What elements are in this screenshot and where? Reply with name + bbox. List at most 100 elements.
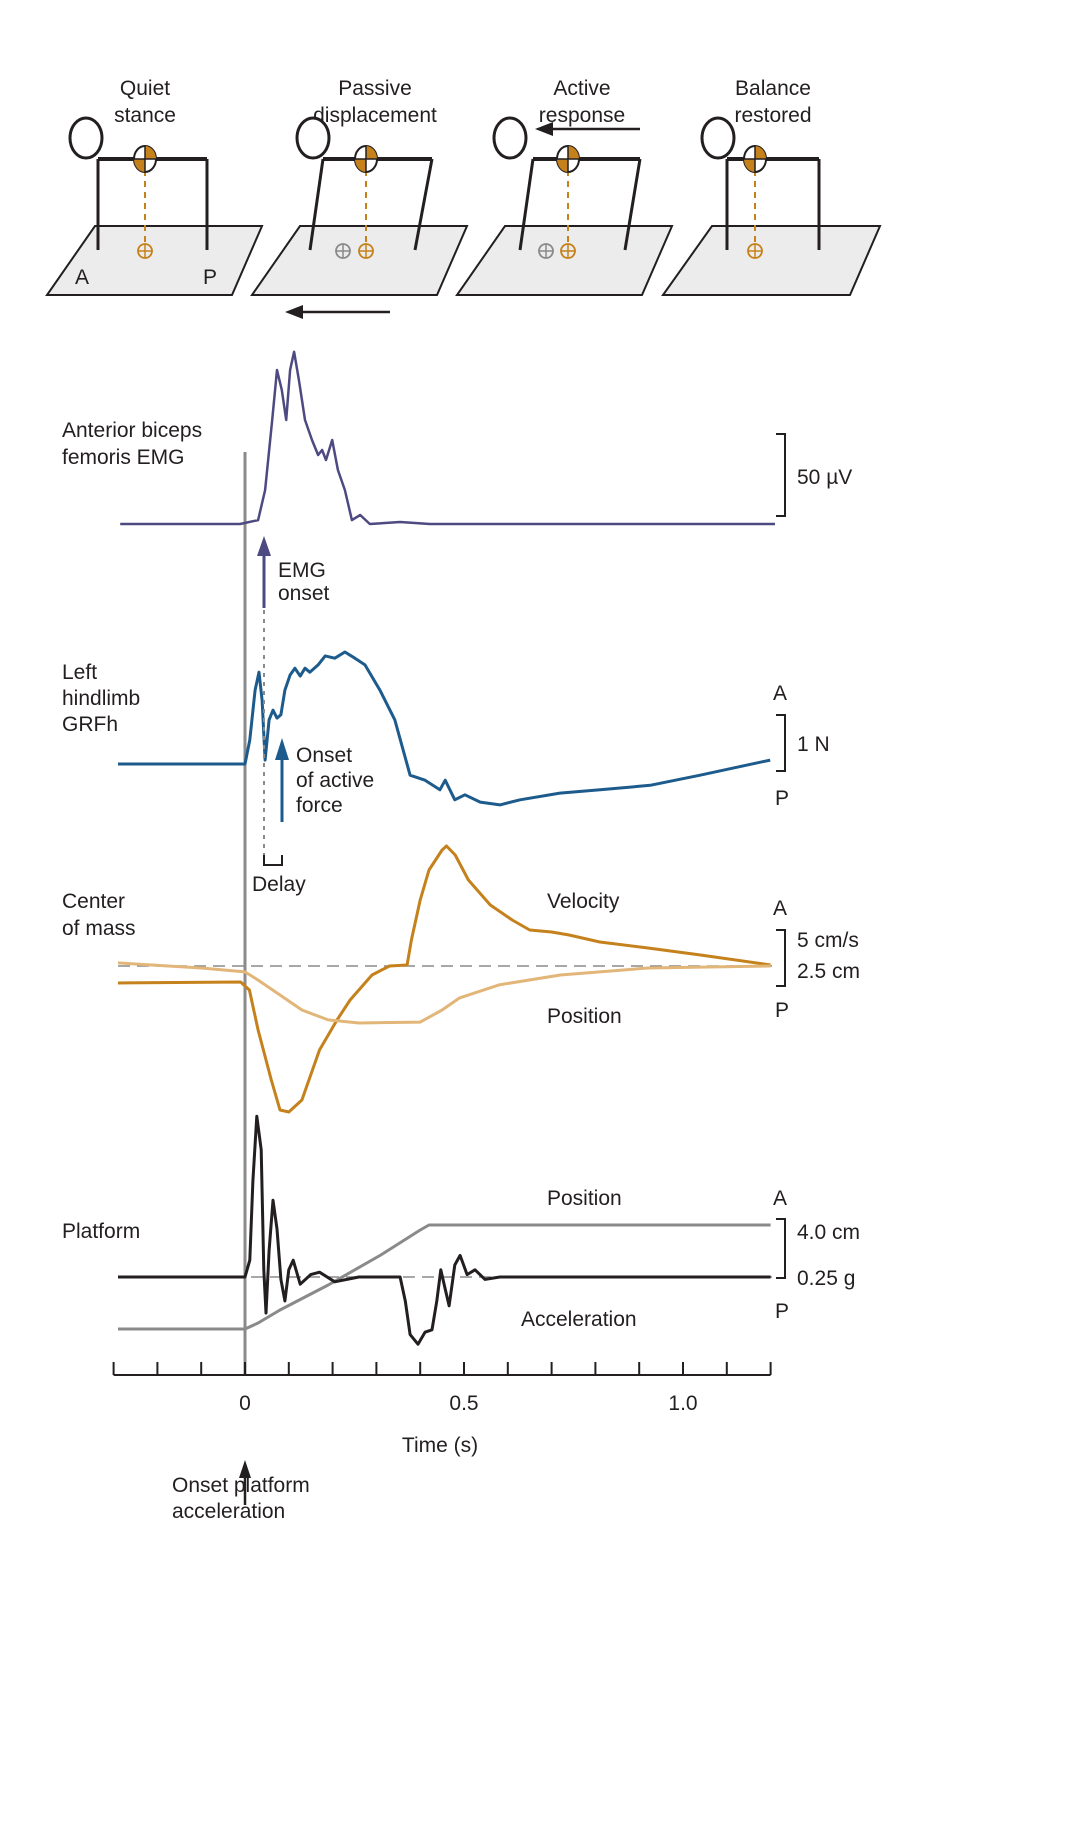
leg-line	[623, 158, 642, 251]
stick-figure	[250, 116, 469, 319]
trace-grf	[118, 650, 771, 807]
anterior-marker: A	[773, 1187, 787, 1210]
anterior-label: A	[75, 266, 89, 289]
stick-figure	[455, 116, 674, 296]
row-label-platform: Platform	[62, 1220, 140, 1243]
row-label-grf: Left	[62, 661, 97, 684]
platform-onset-label: Onset platform	[172, 1474, 310, 1497]
com-quadrant	[755, 146, 766, 159]
com-projection-icon	[137, 243, 153, 259]
trace-platform-acceleration	[118, 1114, 771, 1346]
com-projection-icon	[747, 243, 763, 259]
head-circle	[295, 116, 331, 160]
active-force-label: of active	[296, 769, 374, 792]
head-circle	[492, 116, 528, 160]
stage-title: Quiet	[120, 77, 170, 100]
trace-com-velocity	[117, 844, 771, 1114]
com-quadrant	[744, 159, 755, 172]
com-quadrant	[568, 146, 579, 159]
emg-onset-arrow	[257, 536, 271, 608]
posterior-marker: P	[775, 787, 789, 810]
scale-bars	[776, 433, 786, 1279]
traces	[117, 350, 775, 1346]
row-label-grf: hindlimb	[62, 687, 140, 710]
platform-onset-label: acceleration	[172, 1500, 285, 1523]
active-force-label: Onset	[296, 744, 352, 767]
leg-line	[413, 158, 434, 251]
time-axis: 0 0.5 1.0	[112, 1362, 772, 1415]
head-circle	[68, 116, 104, 160]
com-projection-icon	[358, 243, 374, 259]
com-quadrant	[557, 159, 568, 172]
posterior-label: P	[203, 266, 217, 289]
scale-label-platform-acceleration: 0.25 g	[797, 1267, 855, 1290]
platform-surface	[661, 225, 882, 296]
center-of-mass-icon	[556, 145, 580, 173]
stick-figure	[661, 116, 882, 296]
leg-line	[308, 158, 325, 251]
arrow-left-icon	[285, 305, 303, 319]
row-label-com: of mass	[62, 917, 136, 940]
scale-label-platform-position: 4.0 cm	[797, 1221, 860, 1244]
center-of-mass-icon	[743, 145, 767, 173]
com-quadrant	[366, 146, 377, 159]
active-force-label: force	[296, 794, 343, 817]
active-force-arrow	[275, 738, 289, 822]
scale-bar-com	[776, 929, 786, 987]
scale-bar-emg	[776, 433, 786, 517]
trace-emg	[120, 350, 775, 526]
stick-figure-diagrams	[45, 116, 882, 319]
platform-surface	[250, 225, 469, 296]
head-circle	[700, 116, 736, 160]
trace-label-platform-acceleration: Acceleration	[521, 1308, 637, 1331]
row-label-grf: GRFh	[62, 713, 118, 736]
initial-com-projection-icon	[335, 243, 351, 259]
stage-title: restored	[734, 104, 811, 127]
stage-title: stance	[114, 104, 176, 127]
marker-cross	[359, 244, 373, 258]
marker-cross	[336, 244, 350, 258]
center-of-mass-icon	[133, 145, 157, 173]
arrow-left-icon	[535, 122, 553, 136]
marker-cross	[561, 244, 575, 258]
stage-titles: Quiet stance Passive displacement Active…	[114, 77, 811, 127]
com-quadrant	[134, 159, 145, 172]
row-label-emg: femoris EMG	[62, 446, 185, 469]
trace-com-position	[117, 961, 771, 1025]
platform-surface	[455, 225, 674, 296]
anterior-marker: A	[773, 682, 787, 705]
com-quadrant	[145, 146, 156, 159]
marker-cross	[138, 244, 152, 258]
trace-label-com-position: Position	[547, 1005, 622, 1028]
marker-cross	[748, 244, 762, 258]
x-axis-title: Time (s)	[402, 1434, 478, 1457]
row-label-com: Center	[62, 890, 125, 913]
initial-com-projection-icon	[538, 243, 554, 259]
leg-line	[518, 158, 535, 251]
posterior-marker: P	[775, 999, 789, 1022]
scale-label-com-position: 2.5 cm	[797, 960, 860, 983]
stage-title: Passive	[338, 77, 412, 100]
anterior-marker: A	[773, 897, 787, 920]
scale-bar-platform	[776, 1218, 786, 1279]
scale-label-grf: 1 N	[797, 733, 830, 756]
stick-figure	[45, 116, 264, 296]
row-label-emg: Anterior biceps	[62, 419, 202, 442]
posterior-marker: P	[775, 1300, 789, 1323]
scale-bar-grf	[776, 714, 786, 772]
center-of-mass-icon	[354, 145, 378, 173]
marker-cross	[539, 244, 553, 258]
scale-label-com-velocity: 5 cm/s	[797, 929, 859, 952]
com-projection-icon	[560, 243, 576, 259]
stage-title: response	[539, 104, 625, 127]
emg-onset-label: onset	[278, 582, 330, 605]
x-tick-label: 1.0	[668, 1392, 697, 1415]
x-tick-label: 0	[239, 1392, 251, 1415]
trace-label-com-velocity: Velocity	[547, 890, 620, 913]
stage-title: displacement	[313, 104, 437, 127]
emg-onset-label: EMG	[278, 559, 326, 582]
stage-title: Balance	[735, 77, 811, 100]
delay-label: Delay	[252, 873, 306, 896]
stage-title: Active	[553, 77, 610, 100]
